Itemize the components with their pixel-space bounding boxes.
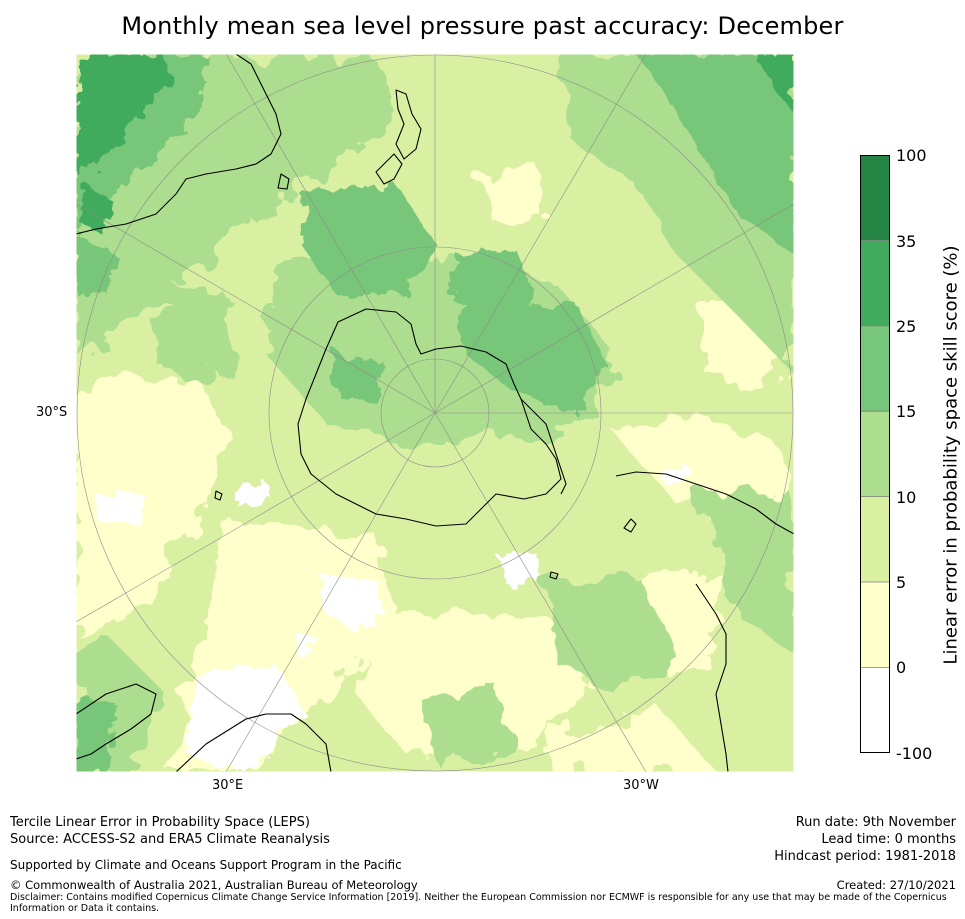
footer-created: Created: 27/10/2021 [836, 878, 956, 892]
footer-lead-time: Lead time: 0 months [821, 832, 956, 847]
footer-disclaimer-1: Disclaimer: Contains modified Copernicus… [10, 892, 947, 903]
skill-region-negative [96, 469, 691, 772]
footer-disclaimer-2: Information or Data it contains. [10, 903, 160, 914]
lon-label-30w: 30°W [623, 778, 659, 793]
footer-support: Supported by Climate and Oceans Support … [10, 858, 402, 872]
colorbar-tick-0: 0 [896, 658, 907, 677]
colorbar-bin-0-5 [860, 582, 890, 668]
colorbar-bin-15-25 [860, 325, 890, 412]
footer-copyright: © Commonwealth of Australia 2021, Austra… [10, 878, 418, 892]
colorbar-tick-5: 5 [896, 573, 907, 592]
colorbar-bin-35-100 [860, 155, 890, 241]
colorbar [860, 155, 890, 753]
colorbar-tick-neg100: -100 [896, 744, 933, 763]
footer-hindcast: Hindcast period: 1981-2018 [774, 849, 956, 864]
footer-source: Source: ACCESS-S2 and ERA5 Climate Reana… [10, 832, 330, 847]
lat-label-30s: 30°S [36, 405, 68, 420]
colorbar-tick-10: 10 [896, 488, 917, 507]
polar-map [76, 54, 794, 772]
colorbar-tick-15: 15 [896, 402, 917, 421]
skill-region-25-35 [76, 54, 794, 234]
colorbar-bin-10-15 [860, 411, 890, 497]
colorbar-tick-35: 35 [896, 232, 917, 251]
colorbar-title: Linear error in probability space skill … [940, 245, 962, 665]
footer-run-date: Run date: 9th November [795, 815, 956, 830]
map-title: Monthly mean sea level pressure past acc… [121, 12, 844, 40]
colorbar-tick-25: 25 [896, 317, 917, 336]
colorbar-bin-neg [860, 667, 890, 753]
colorbar-tick-100: 100 [896, 146, 927, 165]
colorbar-bin-25-35 [860, 240, 890, 326]
colorbar-bin-5-10 [860, 496, 890, 582]
lon-label-30e: 30°E [212, 778, 244, 793]
graticule [76, 54, 794, 772]
coastlines [76, 54, 794, 772]
footer-method: Tercile Linear Error in Probability Spac… [10, 815, 310, 830]
